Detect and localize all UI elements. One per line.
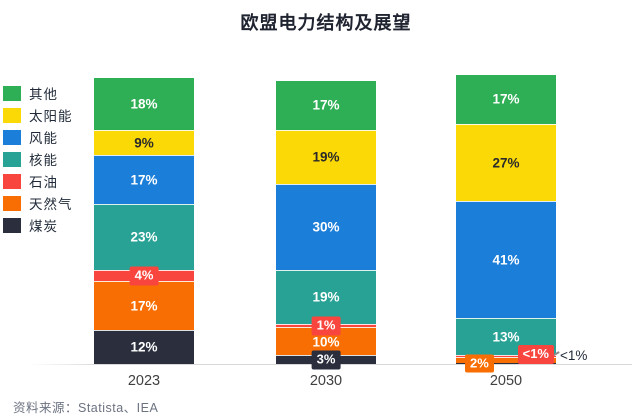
bar-segment-核能: 23% [94, 203, 194, 270]
bar-segment-煤炭 [456, 362, 556, 364]
segment-value-label: 19% [312, 289, 340, 305]
legend-item: 其他 [3, 82, 73, 104]
legend-swatch-icon [3, 129, 21, 145]
legend-label: 太阳能 [29, 109, 73, 124]
segment-value-label-outside: <1% [560, 348, 588, 363]
stacked-bar-2050: 17% 27% 41% 13% <1% 2% <1% [456, 74, 587, 373]
bar-segment-太阳能: 27% [456, 123, 556, 201]
segment-value-label: 17% [312, 97, 340, 113]
legend-label: 其他 [29, 87, 58, 102]
segment-value-label: 27% [492, 155, 520, 171]
bar-segment-核能: 19% [276, 269, 376, 324]
segment-value-label: 13% [492, 329, 520, 345]
bar-segment-太阳能: 19% [276, 129, 376, 184]
segment-value-badge: <1% [517, 345, 554, 365]
segment-value-label: 41% [492, 252, 520, 268]
x-axis-category-label: 2023 [127, 373, 161, 389]
segment-value-label: 17% [130, 172, 158, 188]
legend-item: 风能 [3, 126, 73, 148]
segment-value-label: 17% [130, 298, 158, 314]
bar-segment-其他: 17% [456, 74, 556, 124]
legend-item: 太阳能 [3, 104, 73, 126]
source-note: 资料来源：Statista、IEA [13, 401, 159, 415]
segment-value-badge: 3% [311, 350, 341, 370]
legend-swatch-icon [3, 107, 21, 123]
segment-value-label: 30% [312, 219, 340, 235]
legend-item: 核能 [3, 148, 73, 170]
legend-swatch-icon [3, 85, 21, 101]
legend-swatch-icon [3, 173, 21, 189]
bar-segment-石油: 4% [94, 266, 194, 286]
bar-segment-其他: 18% [94, 78, 194, 130]
x-axis-category-label: 2030 [309, 373, 343, 389]
legend-item: 天然气 [3, 192, 73, 214]
bar-segment-煤炭: 12% [94, 329, 194, 364]
segment-value-label: 9% [134, 135, 154, 151]
legend-item: 石油 [3, 170, 73, 192]
legend-swatch-icon [3, 151, 21, 167]
segment-value-label: 19% [312, 149, 340, 165]
legend-swatch-icon [3, 217, 21, 233]
bar-segment-其他: 17% [276, 80, 376, 130]
segment-value-badge: 1% [311, 316, 341, 336]
segment-value-badge: 4% [129, 266, 159, 286]
chart-title: 欧盟电力结构及展望 [240, 13, 412, 33]
bar-segment-石油: <1% [456, 345, 556, 365]
bar-segment-石油: 1% [276, 316, 376, 336]
bar-segment-太阳能: 9% [94, 129, 194, 156]
segment-value-label: 12% [130, 339, 158, 355]
bar-segment-风能: 30% [276, 183, 376, 270]
segment-value-label: 18% [130, 96, 158, 112]
segment-value-badge: 2% [465, 354, 494, 373]
segment-value-label: 10% [312, 334, 340, 350]
bar-segment-风能: 17% [94, 155, 194, 204]
x-axis-category-label: 2050 [489, 373, 523, 389]
bar-segment-煤炭: 3% [276, 350, 376, 370]
legend-swatch-icon [3, 195, 21, 211]
legend-label: 石油 [29, 175, 58, 190]
bar-segment-风能: 41% [456, 200, 556, 318]
segment-value-label: 17% [492, 91, 520, 107]
segment-value-label: 23% [130, 229, 158, 245]
stacked-bar-2023: 18% 9% 17% 23% 4% 17% 12% [94, 78, 194, 364]
bar-segment-天然气: 17% [94, 281, 194, 330]
legend: 其他太阳能风能核能石油天然气煤炭 [3, 82, 73, 236]
stacked-bar-2030: 17% 19% 30% 19% 1% 10% 3% [276, 80, 376, 370]
bar-segment-天然气: 2% [456, 354, 556, 373]
legend-label: 煤炭 [29, 219, 58, 234]
legend-label: 风能 [29, 131, 58, 146]
legend-label: 核能 [29, 153, 58, 168]
legend-item: 煤炭 [3, 214, 73, 236]
legend-label: 天然气 [29, 197, 73, 212]
